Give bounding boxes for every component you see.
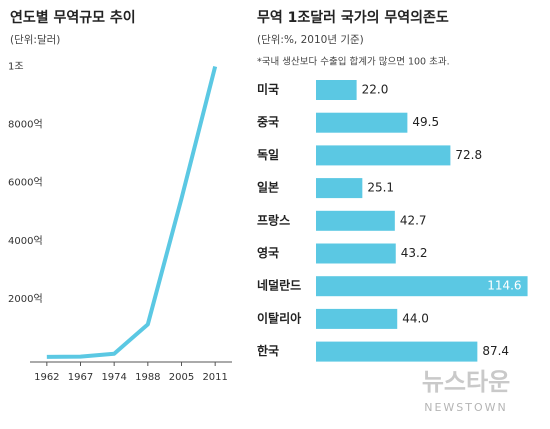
- bar: [316, 145, 451, 166]
- bar-chart-annotation: *국내 생산보다 수출입 합계가 많으면 100 초과.: [257, 56, 450, 68]
- category-label: 영국: [257, 245, 279, 260]
- watermark-sub: NEWSTOWN: [424, 401, 508, 414]
- y-tick-label: 4000억: [8, 235, 43, 247]
- value-label: 25.1: [367, 181, 394, 195]
- category-label: 네덜란드: [257, 278, 301, 293]
- category-label: 이탈리아: [257, 310, 301, 325]
- watermark: 뉴스타운: [422, 368, 510, 396]
- x-tick-label: 1967: [68, 372, 93, 383]
- category-label: 중국: [257, 115, 279, 129]
- bar: [316, 210, 395, 231]
- y-tick-label: 2000억: [8, 293, 43, 305]
- bar: [316, 178, 363, 199]
- category-label: 일본: [257, 181, 279, 195]
- bar-chart-title: 무역 1조달러 국가의 무역의존도: [257, 9, 449, 26]
- y-tick-label: 8000억: [8, 119, 43, 131]
- x-tick-label: 1988: [135, 372, 160, 383]
- value-label: 114.6: [487, 279, 521, 293]
- bar: [316, 341, 478, 362]
- x-tick-label: 2005: [169, 372, 194, 383]
- y-tick-label: 6000억: [8, 177, 43, 189]
- line-chart-subtitle: (단위:달러): [10, 33, 60, 46]
- bar: [316, 308, 398, 329]
- bar: [316, 80, 357, 100]
- bar: [316, 243, 396, 264]
- y-tick-label: 1조: [8, 62, 24, 73]
- value-label: 87.4: [482, 344, 509, 358]
- bar-chart-subtitle: (단위:%, 2010년 기준): [257, 33, 364, 46]
- category-label: 프랑스: [257, 213, 290, 227]
- value-label: 42.7: [400, 213, 427, 227]
- line-chart-title: 연도별 무역규모 추이: [10, 9, 136, 26]
- x-tick-label: 1962: [34, 372, 59, 383]
- category-label: 한국: [257, 343, 279, 358]
- value-label: 44.0: [402, 311, 429, 325]
- category-label: 미국: [257, 82, 279, 97]
- value-label: 22.0: [362, 83, 389, 97]
- trend-line: [46, 66, 218, 359]
- category-label: 독일: [257, 148, 279, 162]
- value-label: 49.5: [412, 115, 439, 129]
- value-label: 43.2: [401, 246, 428, 260]
- bar: [316, 276, 528, 297]
- bar: [316, 112, 408, 133]
- x-tick-label: 2011: [202, 372, 227, 383]
- value-label: 72.8: [455, 148, 482, 162]
- x-tick-label: 1974: [101, 372, 126, 383]
